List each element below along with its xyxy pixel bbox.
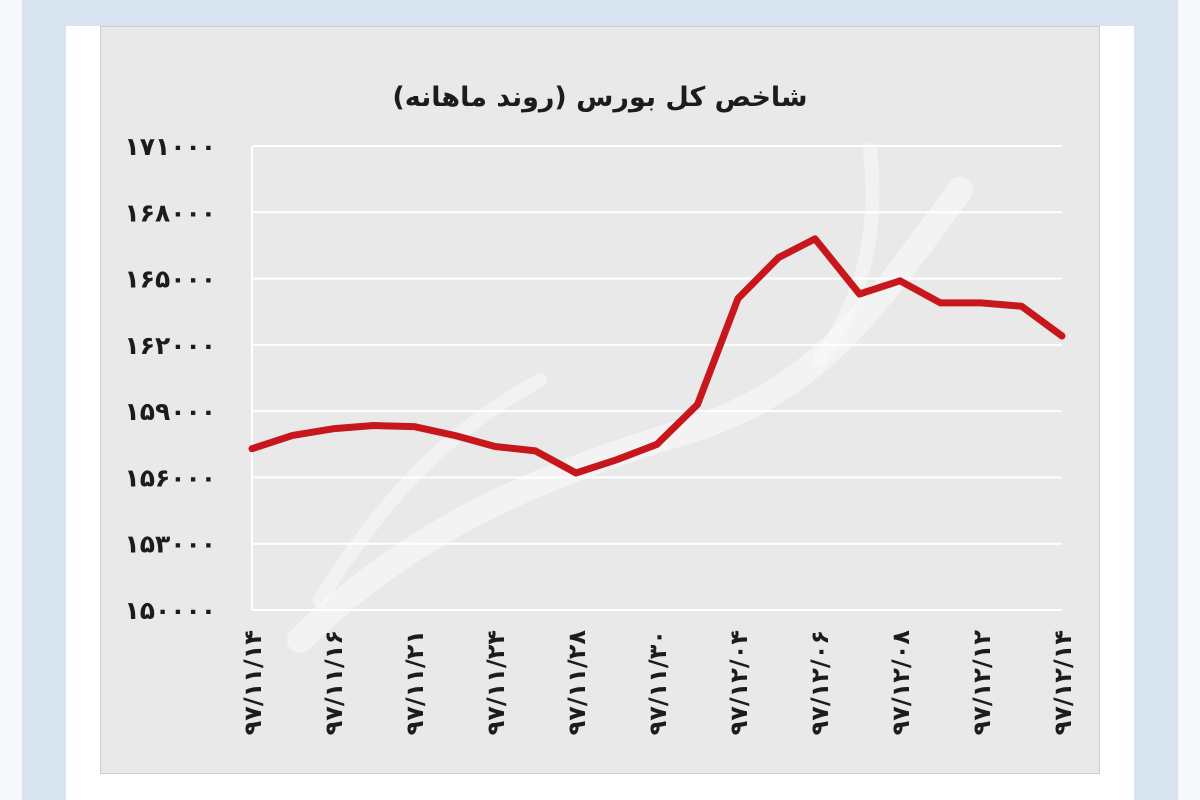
x-tick-label: ۹۷/۱۲/۱۴ [1049,630,1077,735]
chart-title: شاخص کل بورس (روند ماهانه) [392,82,807,113]
y-tick-label: ۱۶۸۰۰۰ [124,198,216,227]
x-tick-label: ۹۷/۱۱/۲۸ [563,630,591,736]
grid-lines [251,145,1062,611]
y-tick-label: ۱۶۵۰۰۰ [124,265,216,294]
y-axis-ticks: ۱۵۰۰۰۰ ۱۵۳۰۰۰ ۱۵۶۰۰۰ ۱۵۹۰۰۰ ۱۶۲۰۰۰ ۱۶۵۰۰۰ ۱۶۸۰… [124,132,216,625]
x-tick-label: ۹۷/۱۱/۱۶ [320,630,348,735]
x-tick-label: ۹۷/۱۱/۲۴ [482,630,510,735]
x-tick-label: ۹۷/۱۲/۰۴ [725,630,753,735]
y-tick-label: ۱۵۳۰۰۰ [124,530,216,559]
x-tick-label: ۹۷/۱۱/۳۰ [644,630,672,735]
chart-panel [100,26,1100,774]
y-tick-label: ۱۵۹۰۰۰ [124,397,216,426]
x-tick-label: ۹۷/۱۲/۱۲ [968,630,996,736]
y-tick-label: ۱۶۲۰۰۰ [124,331,216,360]
x-tick-label: ۹۷/۱۱/۱۴ [239,630,267,735]
y-tick-label: ۱۵۰۰۰۰ [124,596,216,625]
left-margin-strip [0,0,22,800]
y-tick-label: ۱۷۱۰۰۰ [124,132,216,161]
x-tick-label: ۹۷/۱۲/۰۸ [887,630,915,736]
x-axis-ticks: ۹۷/۱۱/۱۴ ۹۷/۱۱/۱۶ ۹۷/۱۱/۲۱ ۹۷/۱۱/۲۴ ۹۷/۱۱/۲۸… [239,630,1077,736]
right-margin-strip [1178,0,1200,800]
watermark-logo [287,143,973,653]
x-tick-label: ۹۷/۱۱/۲۱ [401,630,429,735]
y-tick-label: ۱۵۶۰۰۰ [124,463,216,492]
series-group [248,235,1066,477]
x-tick-label: ۹۷/۱۲/۰۶ [806,630,834,735]
top-band [66,0,1134,26]
